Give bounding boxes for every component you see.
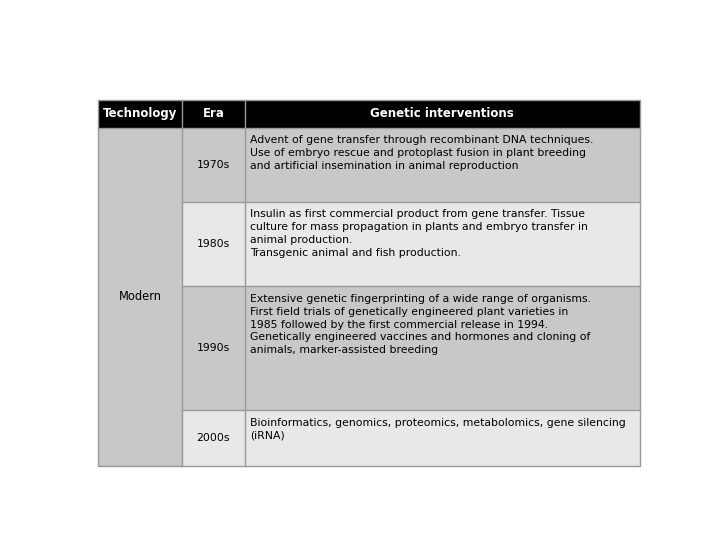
Bar <box>99 100 182 127</box>
Bar <box>99 127 182 466</box>
Text: Bioinformatics, genomics, proteomics, metabolomics, gene silencing
(iRNA): Bioinformatics, genomics, proteomics, me… <box>250 418 626 441</box>
Text: 2000s: 2000s <box>197 433 230 443</box>
Text: Technology: Technology <box>103 107 178 120</box>
Bar <box>245 127 639 202</box>
Bar <box>182 100 245 127</box>
Text: 1980s: 1980s <box>197 239 230 249</box>
Text: 1970s: 1970s <box>197 160 230 170</box>
Text: Era: Era <box>202 107 225 120</box>
Bar <box>245 287 639 410</box>
Text: Modern: Modern <box>119 291 162 303</box>
Bar <box>99 100 639 466</box>
Bar <box>182 127 245 202</box>
Bar <box>182 410 245 466</box>
Bar <box>245 100 639 127</box>
Text: Advent of gene transfer through recombinant DNA techniques.
Use of embryo rescue: Advent of gene transfer through recombin… <box>250 135 593 171</box>
Bar <box>182 202 245 287</box>
Bar <box>245 410 639 466</box>
Bar <box>245 202 639 287</box>
Text: Genetic interventions: Genetic interventions <box>370 107 514 120</box>
Text: Insulin as first commercial product from gene transfer. Tissue
culture for mass : Insulin as first commercial product from… <box>250 210 588 258</box>
Bar <box>182 287 245 410</box>
Text: 1990s: 1990s <box>197 343 230 353</box>
Text: Extensive genetic fingerprinting of a wide range of organisms.
First field trial: Extensive genetic fingerprinting of a wi… <box>250 294 591 355</box>
